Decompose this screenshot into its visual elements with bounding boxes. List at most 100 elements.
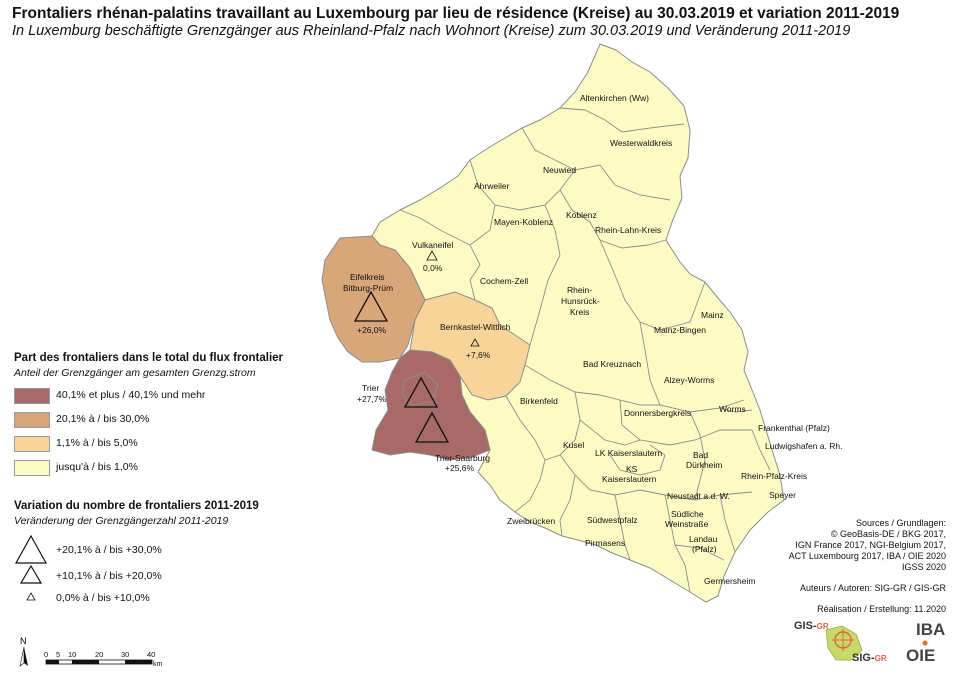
change-symbols (353, 250, 480, 443)
triangle-vulkaneifel (426, 250, 438, 261)
legend-change-subtitle: Veränderung der Grenzgängerzahl 2011-201… (14, 515, 229, 527)
label-suedwestpfalz: Südwestpfalz (587, 515, 638, 525)
triangle-trier-saarburg (414, 411, 450, 443)
oie-dot-icon (922, 640, 928, 646)
label-alzey-worms: Alzey-Worms (664, 375, 714, 385)
legend-triangle-medium (19, 564, 43, 584)
label-mainz: Mainz (701, 310, 724, 320)
sources-line-4: ACT Luxembourg 2017, IBA / OIE 2020 (788, 551, 946, 561)
scale-tick-40: 40 (147, 650, 155, 659)
label-kusel: Kusel (563, 440, 584, 450)
iba-logo-text: IBA (916, 620, 946, 639)
scale-tick-20: 20 (95, 650, 103, 659)
label-altenkirchen: Altenkirchen (Ww) (580, 93, 649, 103)
label-germersheim: Germersheim (704, 576, 755, 586)
label-ludwigshafen: Ludwigshafen a. Rh. (765, 441, 843, 451)
label-trier-saarburg-change: +25,6% (445, 463, 475, 473)
label-trier: Trier (362, 383, 379, 393)
sources-realisation: Réalisation / Erstellung: 11.2020 (817, 604, 946, 614)
gis-gr-logo-text: GIS-GR (794, 620, 829, 632)
legend-change-title: Variation du nombre de frontaliers 2011-… (14, 500, 259, 512)
label-zweibruecken: Zweibrücken (507, 516, 555, 526)
oie-logo-text: OIE (906, 646, 936, 665)
label-rhein-pfalz-kreis: Rhein-Pfalz-Kreis (741, 471, 807, 481)
legend-change-label-2: +10,1% à / bis +20,0% (56, 570, 162, 582)
label-speyer: Speyer (769, 490, 796, 500)
label-mayen-koblenz: Mayen-Koblenz (494, 217, 553, 227)
label-pirmasens: Pirmasens (585, 538, 625, 548)
triangle-trier (403, 376, 439, 408)
label-frankenthal: Frankenthal (Pfalz) (758, 423, 830, 433)
legend-share-title: Part des frontaliers dans le total du fl… (14, 352, 284, 364)
sources-line-1: Sources / Grundlagen: (855, 518, 946, 528)
label-cochem-zell: Cochem-Zell (480, 276, 528, 286)
sources-line-5: IGSS 2020 (901, 562, 946, 572)
label-trier-saarburg: Trier-Saarburg (435, 453, 490, 463)
page-title: Frontaliers rhénan-palatins travaillant … (12, 5, 900, 22)
label-rhein-hunsrueck-1: Rhein- (567, 285, 592, 295)
legend-change-label-3: 0,0% à / bis +10,0% (56, 592, 150, 604)
district-labels: Altenkirchen (Ww) Westerwaldkreis Neuwie… (343, 93, 843, 586)
label-birkenfeld: Birkenfeld (520, 396, 558, 406)
label-worms: Worms (719, 404, 746, 414)
label-rhein-hunsrueck-3: Kreis (570, 307, 589, 317)
label-ahrweiler: Ahrweiler (474, 181, 510, 191)
legend-swatch-class-3 (14, 436, 50, 452)
label-westerwaldkreis: Westerwaldkreis (610, 138, 672, 148)
label-bad-kreuznach: Bad Kreuznach (583, 359, 641, 369)
label-donnersbergkreis: Donnersbergkreis (624, 408, 691, 418)
scale-tick-0: 0 (44, 650, 48, 659)
sources-line-3: IGN France 2017, NGI-Belgium 2017, (795, 540, 946, 550)
label-suedliche-weinstrasse-2: Weinstraße (665, 519, 709, 529)
label-rhein-hunsrueck-2: Hunsrück- (561, 296, 600, 306)
label-landau-1: Landau (689, 534, 718, 544)
triangle-bernkastel (470, 338, 480, 347)
legend-label-class-1: 40,1% et plus / 40,1% und mehr (56, 389, 206, 401)
legend-change-label-1: +20,1% à / bis +30,0% (56, 544, 162, 556)
label-ks-kaiserslautern-1: KS (626, 464, 638, 474)
region-rhineland-palatinate (371, 43, 785, 603)
legend-triangle-small (26, 592, 36, 601)
region-trier-saarburg (371, 349, 491, 461)
sig-gr-logo-text: SIG-GR (852, 652, 887, 664)
label-rhein-lahn-kreis: Rhein-Lahn-Kreis (595, 225, 661, 235)
label-neuwied: Neuwied (543, 165, 576, 175)
sources-line-2: © GeoBasis-DE / BKG 2017, (830, 529, 946, 539)
legend-swatch-class-1 (14, 388, 50, 404)
north-arrow: N (19, 636, 28, 667)
label-bad-duerkheim-2: Dürkheim (686, 460, 722, 470)
label-lk-kaiserslautern: LK Kaiserslautern (595, 448, 662, 458)
label-bernkastel-wittlich: Bernkastel-Wittlich (440, 322, 511, 332)
legend-share-subtitle: Anteil der Grenzgänger am gesamten Grenz… (14, 367, 256, 379)
sources-authors: Auteurs / Autoren: SIG-GR / GIS-GR (799, 583, 946, 593)
district-borders (399, 107, 771, 593)
legend-swatch-class-4 (14, 460, 50, 476)
legend-change-triangles (14, 534, 48, 601)
label-vulkaneifel: Vulkaneifel (412, 240, 453, 250)
scale-tick-30: 30 (121, 650, 129, 659)
scale-tick-5: 5 (56, 650, 60, 659)
label-mainz-bingen: Mainz-Bingen (654, 325, 706, 335)
label-eifelkreis-2: Bitburg-Prüm (343, 283, 393, 293)
scale-unit: km (153, 661, 163, 668)
page-subtitle: In Luxemburg beschäftigte Grenzgänger au… (12, 23, 851, 39)
label-eifelkreis-change: +26,0% (357, 325, 387, 335)
triangle-eifelkreis (353, 290, 389, 322)
label-trier-change: +27,7% (357, 394, 387, 404)
legend-triangle-large (14, 534, 48, 564)
legend-label-class-2: 20,1% à / bis 30,0% (56, 413, 150, 425)
legend-label-class-3: 1,1% à / bis 5,0% (56, 437, 138, 449)
north-label: N (20, 636, 27, 646)
label-bernkastel-change: +7,6% (466, 350, 491, 360)
label-vulkaneifel-change: 0,0% (423, 263, 443, 273)
label-neustadt: Neustadt a.d. W. (667, 491, 730, 501)
label-eifelkreis-1: Eifelkreis (350, 272, 384, 282)
label-landau-2: (Pfalz) (692, 544, 717, 554)
label-ks-kaiserslautern-2: Kaiserslautern (602, 474, 657, 484)
label-bad-duerkheim-1: Bad (693, 450, 708, 460)
label-koblenz: Koblenz (566, 210, 597, 220)
label-suedliche-weinstrasse-1: Südliche (671, 509, 704, 519)
legend-label-class-4: jusqu'à / bis 1,0% (56, 461, 138, 473)
gis-gr-logo (825, 625, 863, 661)
